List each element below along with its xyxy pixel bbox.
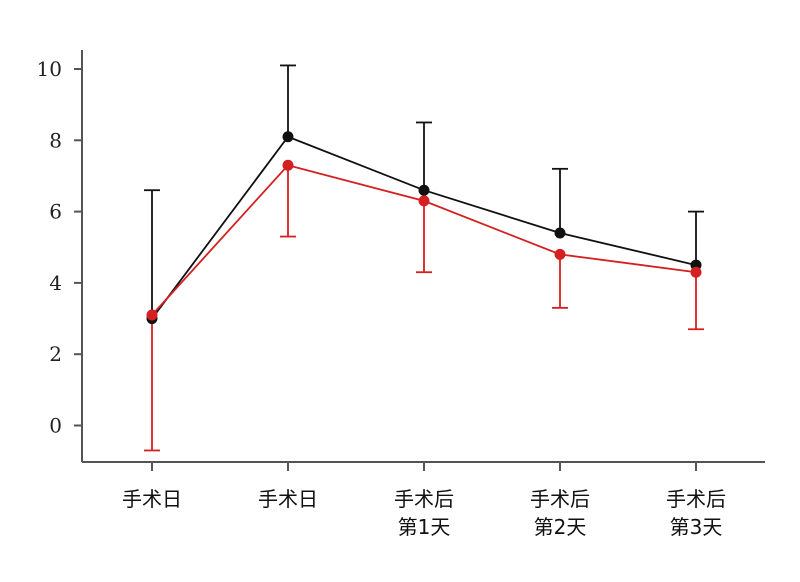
x-tick-label: 手术后 [394, 487, 454, 511]
x-tick-label: 第1天 [398, 515, 451, 539]
data-point [418, 195, 430, 207]
y-tick-label: 10 [37, 57, 62, 81]
error-bars [144, 64, 704, 452]
data-point [554, 227, 566, 239]
data-point [418, 184, 430, 196]
y-tick-label: 0 [49, 414, 62, 438]
data-point [282, 131, 294, 143]
y-axis-ticks: 0 2 4 6 8 10 [37, 57, 82, 438]
y-tick-label: 4 [49, 271, 62, 295]
x-tick-label: 第3天 [670, 515, 723, 539]
y-tick-label: 8 [49, 128, 62, 152]
x-tick-label: 手术日 [258, 487, 318, 511]
data-point [146, 309, 158, 321]
series-points [146, 131, 702, 325]
x-tick-label: 手术后 [530, 487, 590, 511]
x-tick-label: 第2天 [534, 515, 587, 539]
x-tick-label: 手术后 [666, 487, 726, 511]
y-tick-label: 2 [49, 342, 62, 366]
data-point [282, 159, 294, 171]
data-point [690, 266, 702, 278]
y-tick-label: 6 [49, 200, 62, 224]
x-tick-label: 手术日 [122, 487, 182, 511]
data-point [554, 248, 566, 260]
